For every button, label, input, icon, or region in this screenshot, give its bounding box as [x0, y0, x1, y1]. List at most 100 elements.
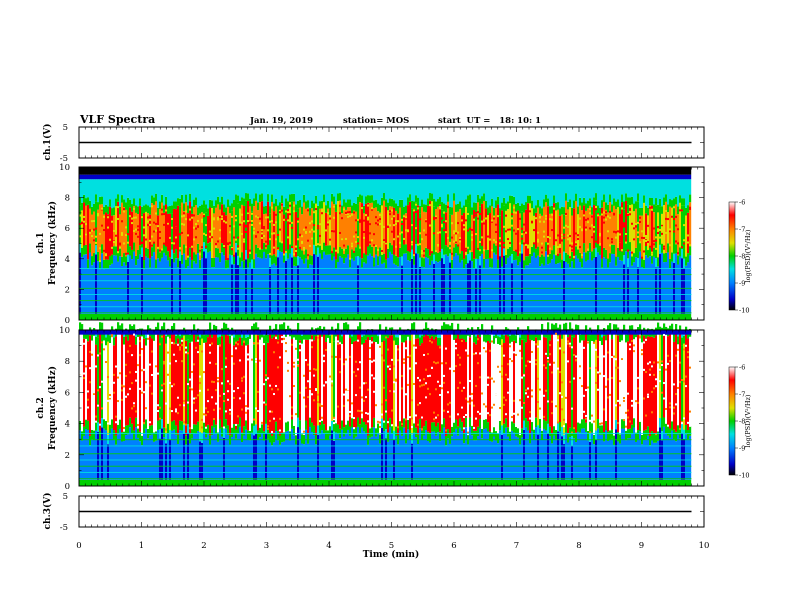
spectrogram-speck [267, 428, 269, 431]
spectrogram-speck [179, 233, 181, 236]
spectrogram-speck [603, 211, 605, 214]
spectrogram-cell [577, 214, 580, 250]
spectrogram-cell [237, 330, 240, 335]
spectrogram-cell [255, 330, 258, 425]
spectrogram-cell [179, 179, 182, 199]
spectrogram-cell [581, 179, 584, 203]
spectrogram-cell [659, 244, 662, 255]
spectrogram-cell [601, 267, 604, 314]
spectrogram-cell [119, 247, 122, 257]
spectrogram-cell [97, 422, 100, 432]
spectrogram-cell [371, 202, 374, 247]
spectrogram-cell [131, 433, 134, 480]
spectrogram-cell [429, 179, 432, 194]
spectrogram-cell [177, 267, 180, 314]
spectrogram-cell [93, 167, 96, 175]
spectrogram-cell [113, 430, 116, 440]
spectrogram-cell [131, 179, 134, 205]
spectrogram-speck [311, 228, 313, 231]
spectrogram-cell [323, 242, 326, 252]
spectrogram-cell [549, 167, 552, 175]
spectrogram-speck [455, 241, 457, 244]
spectrogram-cell [609, 174, 612, 180]
spectrogram-cell [297, 330, 300, 418]
spectrogram-cell [417, 253, 420, 314]
spectrogram-cell [521, 179, 524, 204]
spectrogram-cell [271, 255, 274, 265]
spectrogram-speck [357, 242, 359, 245]
spectrogram-speck [567, 234, 569, 237]
spectrogram-cell [361, 313, 364, 320]
spectrogram-cell [81, 179, 84, 203]
spectrogram-cell [457, 203, 460, 212]
spectrogram-cell [189, 330, 192, 335]
spectrogram-cell [687, 253, 690, 263]
spectrogram-cell [307, 313, 310, 320]
spectrogram-speck [561, 233, 563, 236]
spectrogram-speck [239, 359, 241, 362]
spectrogram-cell [171, 167, 174, 175]
spectrogram-cell [657, 204, 660, 213]
spectrogram-speck [167, 224, 169, 227]
spectrogram-speck [339, 204, 341, 207]
spectrogram-cell [207, 208, 210, 216]
spectrogram-cell [331, 174, 334, 180]
spectrogram-speck [217, 380, 219, 383]
spectrogram-cell [157, 322, 160, 331]
start-time-label: start UT = 18: 10: 1 [438, 116, 541, 126]
spectrogram-speck [459, 240, 461, 243]
spectrogram-speck [369, 241, 371, 244]
spectrogram-cell [205, 342, 208, 429]
spectrogram-cell [563, 179, 566, 208]
spectrogram-cell [203, 335, 206, 343]
spectrogram-cell [585, 167, 588, 175]
spectrogram-cell [107, 330, 110, 335]
spectrogram-speck [299, 233, 301, 236]
spectrogram-cell [441, 258, 444, 314]
spectrogram-speck [265, 245, 267, 248]
spectrogram-cell [283, 322, 286, 331]
spectrogram-cell [441, 209, 444, 249]
spectrogram-cell [315, 254, 318, 314]
spectrogram-cell [197, 479, 200, 486]
spectrogram-cell [347, 254, 350, 314]
spectrogram-cell [679, 174, 682, 180]
spectrogram-speck [587, 217, 589, 220]
spectrogram-cell [525, 256, 528, 266]
spectrogram-speck [177, 239, 179, 242]
spectrogram-cell [227, 258, 230, 268]
spectrogram-cell [269, 257, 272, 268]
spectrogram-speck [203, 215, 205, 218]
spectrogram-cell [257, 247, 260, 258]
spectrogram-cell [111, 254, 114, 264]
spectrogram-cell [315, 167, 318, 175]
spectrogram-speck [261, 364, 263, 367]
spectrogram-cell [689, 194, 692, 203]
spectrogram-speck [313, 374, 315, 377]
spectrogram-cell [405, 167, 408, 175]
spectrogram-cell [223, 255, 226, 314]
spectrogram-cell [683, 267, 686, 314]
spectrogram-cell [229, 254, 232, 314]
spectrogram-cell [313, 313, 316, 320]
spectrogram-cell [285, 251, 288, 261]
spectrogram-cell [171, 479, 174, 486]
spectrogram-cell [311, 174, 314, 180]
spectrogram-cell [487, 313, 490, 320]
spectrogram-speck [499, 237, 501, 240]
spectrogram-cell [253, 323, 256, 332]
spectrogram-cell [271, 167, 274, 175]
spectrogram-cell [141, 336, 144, 436]
spectrogram-speck [135, 379, 137, 382]
spectrogram-cell [263, 479, 266, 486]
spectrogram-cell [219, 428, 222, 480]
spectrogram-cell [665, 313, 668, 320]
spectrogram-speck [269, 384, 271, 387]
spectrogram-cell [323, 424, 326, 434]
spectrogram-speck [205, 407, 207, 410]
spectrogram-speck [343, 248, 345, 251]
spectrogram-cell [163, 330, 166, 428]
spectrogram-speck [545, 214, 547, 217]
spectrogram-cell [265, 423, 268, 434]
spectrogram-speck [91, 229, 93, 232]
